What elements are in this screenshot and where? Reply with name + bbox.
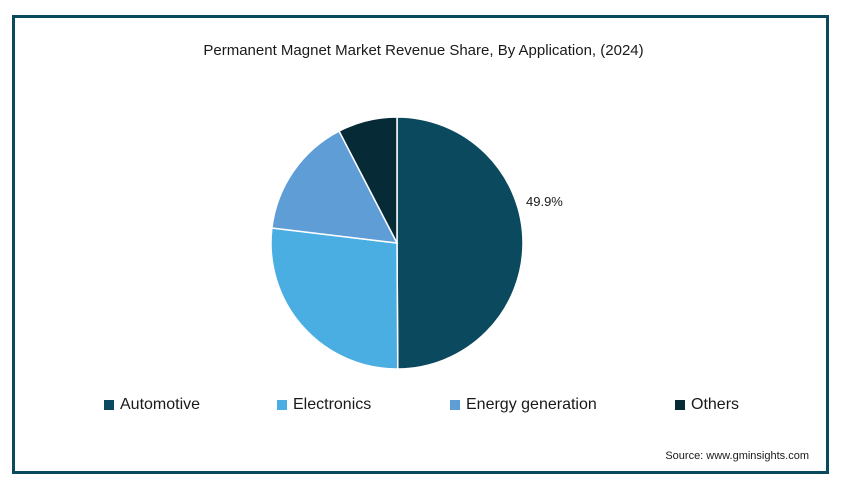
legend-label-electronics: Electronics	[293, 396, 372, 413]
pie-slice-electronics	[270, 227, 399, 370]
legend-swatch-electronics	[277, 400, 287, 410]
pie-slice-others	[338, 116, 398, 244]
legend-item-others: Others	[675, 396, 739, 414]
legend-label-energy-generation: Energy generation	[466, 396, 597, 413]
legend-swatch-energy-generation	[450, 400, 460, 410]
legend-swatch-automotive	[104, 400, 114, 410]
legend-label-automotive: Automotive	[120, 396, 201, 413]
pie-slice-automotive	[396, 116, 524, 370]
pie-slice-energy-generation	[271, 130, 399, 244]
legend-item-automotive: Automotive	[104, 396, 200, 414]
legend-swatch-others	[675, 400, 685, 410]
legend-item-energy-generation: Energy generation	[450, 396, 597, 414]
data-label-automotive: 49.9%	[526, 194, 563, 209]
legend-label-others: Others	[691, 396, 740, 413]
chart-title: Permanent Magnet Market Revenue Share, B…	[203, 42, 644, 59]
legend-item-electronics: Electronics	[277, 396, 371, 414]
source-note: Source: www.gminsights.com	[665, 450, 809, 462]
